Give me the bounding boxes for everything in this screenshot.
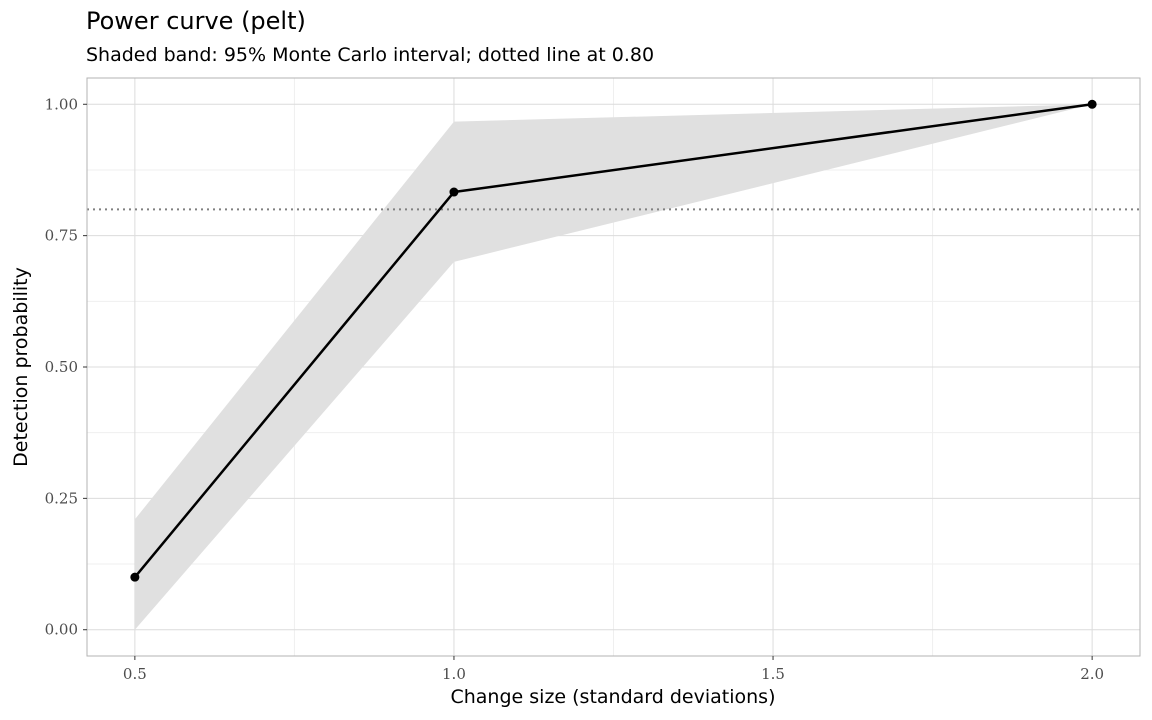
y-tick-label: 0.25: [45, 489, 78, 507]
y-axis-title: Detection probability: [10, 267, 32, 467]
data-point: [449, 187, 459, 197]
confidence-band-layer: [134, 104, 1093, 630]
x-axis-ticks: 0.5 1.0 1.5 2.0: [123, 656, 1104, 683]
y-tick-label: 1.00: [45, 95, 78, 113]
x-tick-label: 1.0: [442, 665, 466, 683]
y-tick-label: 0.00: [45, 621, 78, 639]
chart-title: Power curve (pelt): [86, 7, 306, 35]
confidence-band: [134, 104, 1093, 630]
points-layer: [130, 99, 1097, 582]
x-tick-label: 0.5: [123, 665, 147, 683]
data-point: [1087, 99, 1097, 109]
x-tick-label: 1.5: [761, 665, 785, 683]
x-axis-title: Change size (standard deviations): [450, 686, 775, 708]
data-point: [130, 572, 140, 582]
y-tick-label: 0.75: [45, 227, 78, 245]
y-axis-ticks: 0.00 0.25 0.50 0.75 1.00: [45, 95, 87, 639]
y-tick-label: 0.50: [45, 358, 78, 376]
chart-subtitle: Shaded band: 95% Monte Carlo interval; d…: [86, 44, 654, 66]
x-tick-label: 2.0: [1080, 665, 1104, 683]
